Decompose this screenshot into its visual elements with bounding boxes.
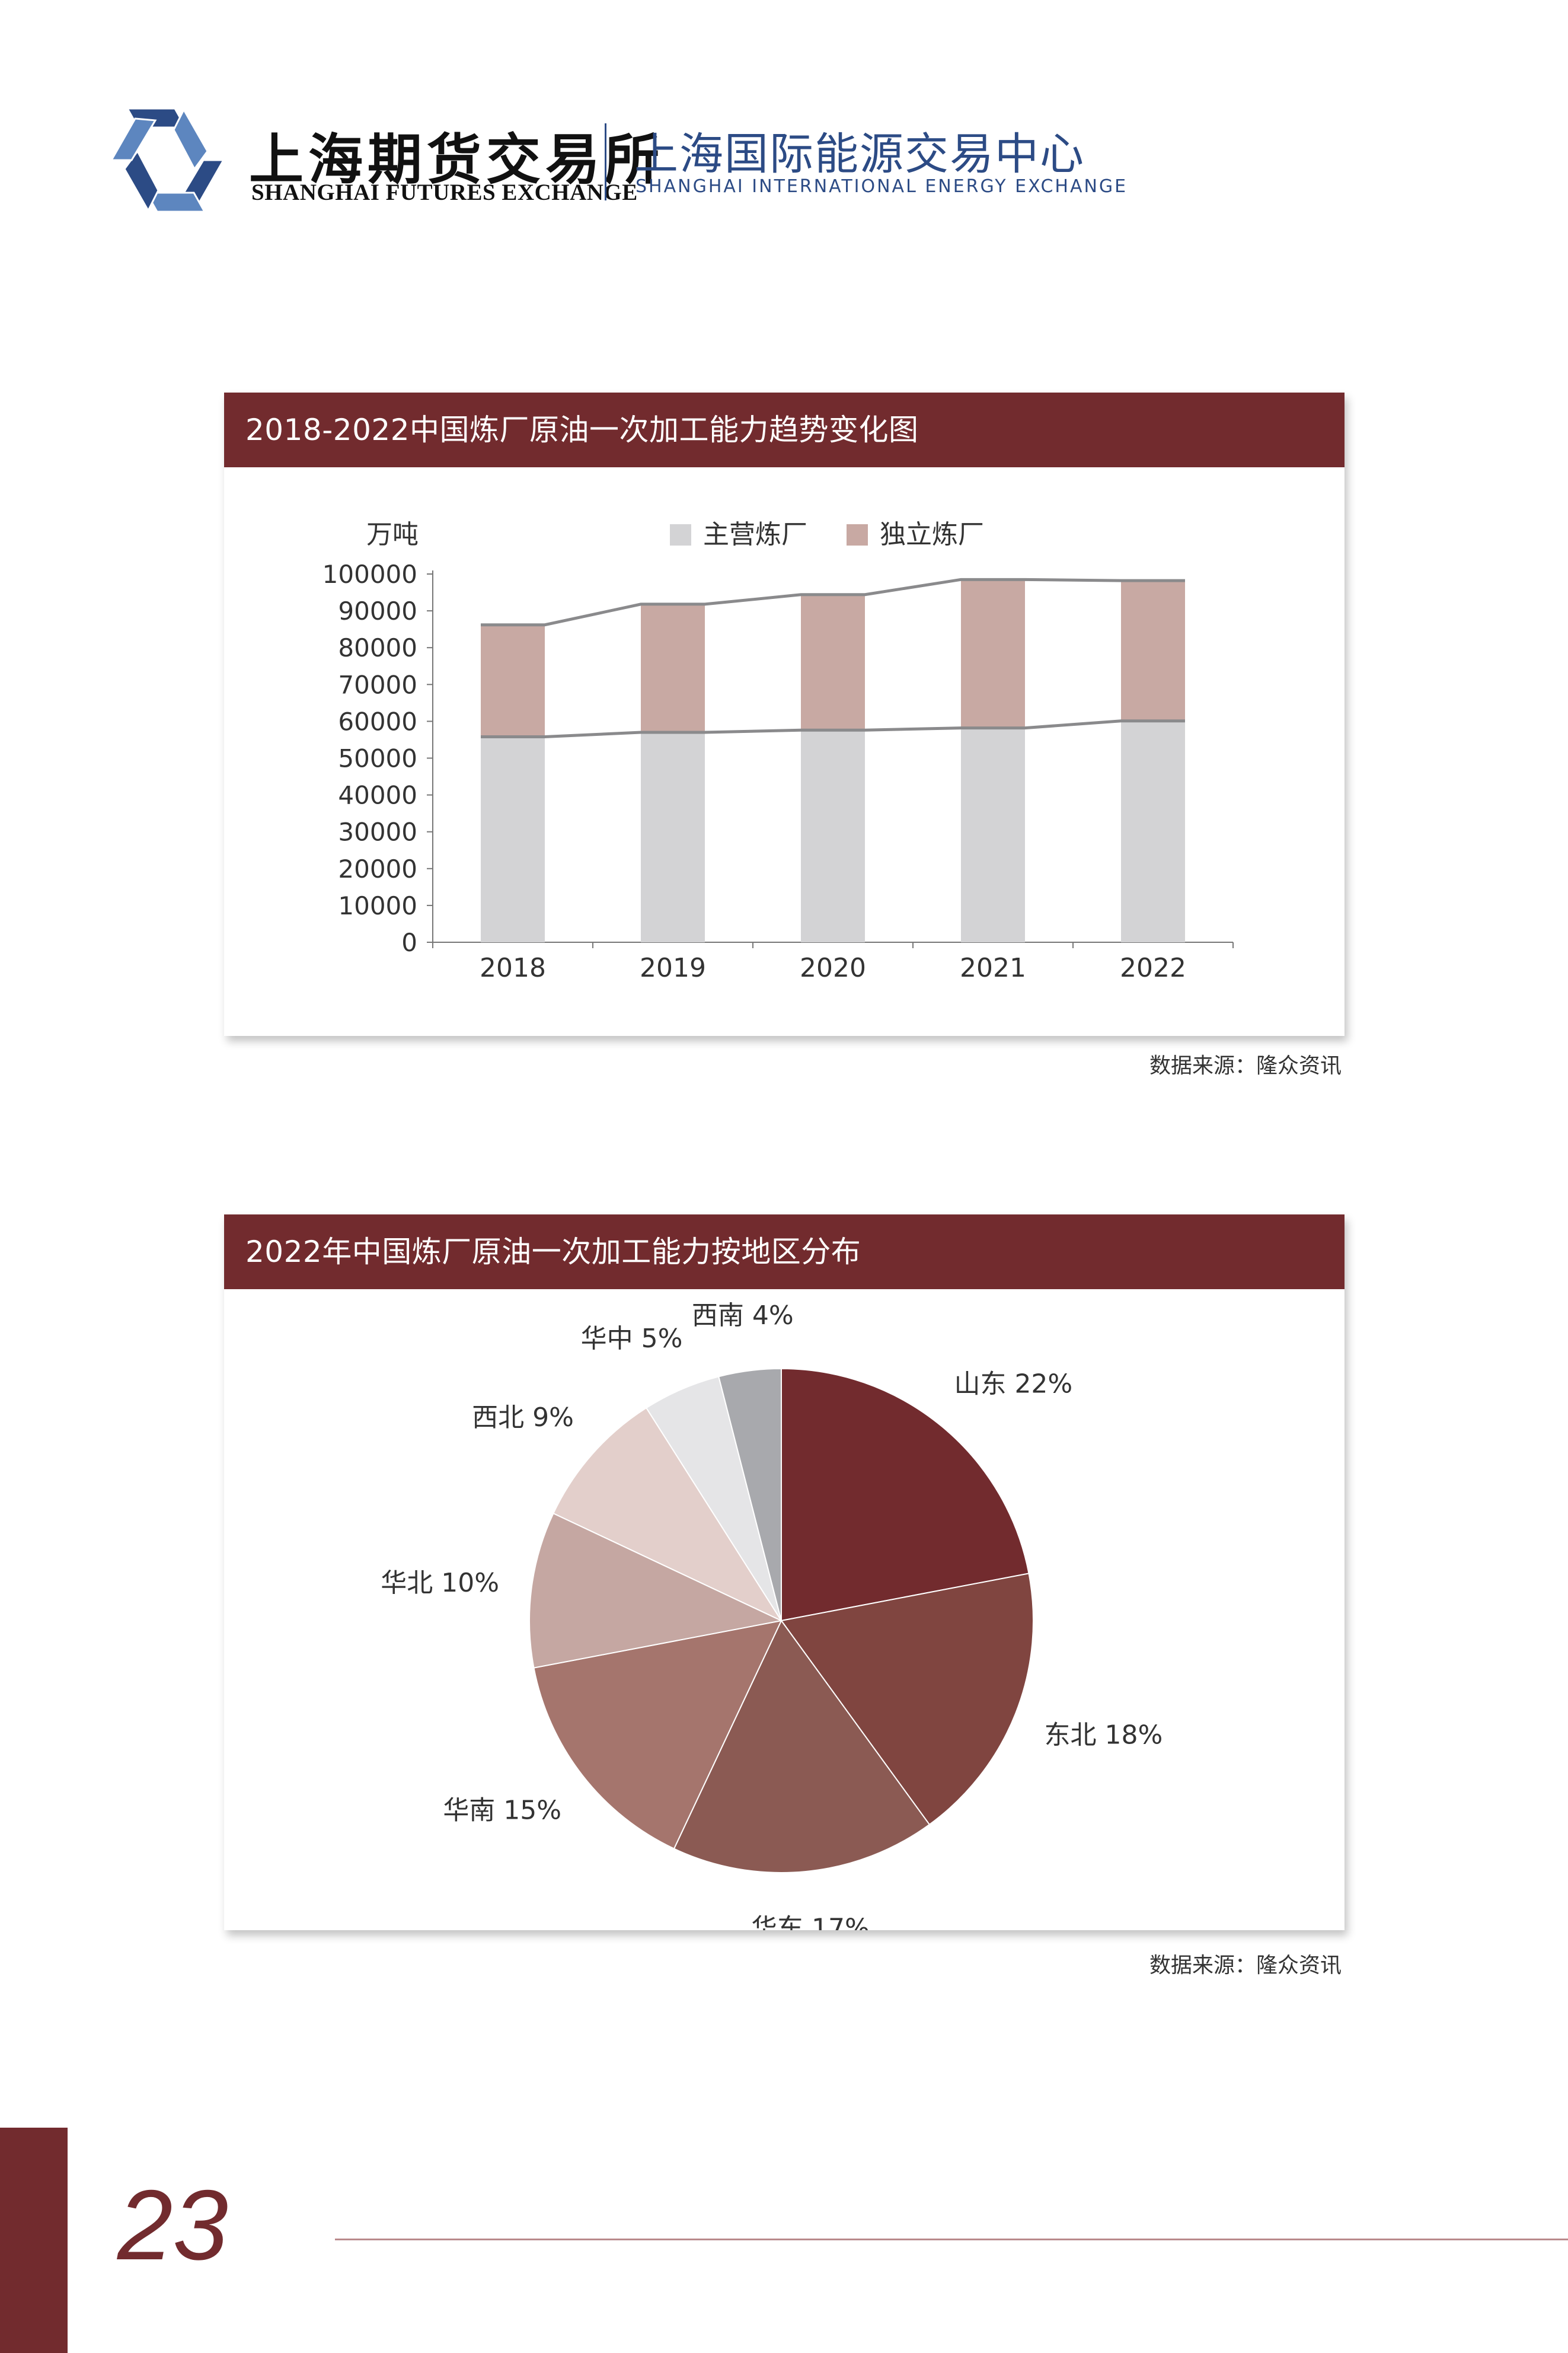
shfe-name-en: SHANGHAI FUTURES EXCHANGE xyxy=(251,180,638,205)
bar-independent-refinery xyxy=(961,579,1025,728)
legend-swatch xyxy=(847,524,868,546)
x-tick-label: 2020 xyxy=(800,953,866,983)
pie-slice xyxy=(553,1407,783,1622)
shfe-name-cn: 上海期货交易所 xyxy=(249,127,665,192)
pie-slice-label: 华南 15% xyxy=(443,1796,561,1826)
x-tick-label: 2022 xyxy=(1120,953,1186,983)
bar-chart-source: 数据来源：隆众资讯 xyxy=(1149,1054,1342,1078)
pie-slice-label: 华东 17% xyxy=(751,1914,870,1930)
bar-main-refinery xyxy=(1121,720,1185,942)
y-tick-label: 30000 xyxy=(338,818,417,847)
pie-slice xyxy=(781,1367,1030,1622)
legend-label: 主营炼厂 xyxy=(703,519,807,550)
pie-slice-label: 西北 9% xyxy=(472,1402,574,1433)
bar-main-refinery xyxy=(641,732,705,942)
pie-slice xyxy=(529,1512,784,1669)
pie-chart: 山东 22% 东北 18% 华东 17% 华南 15% 华北 10% 西北 9% 华中 5%… xyxy=(381,1300,1163,1930)
pie-chart-source: 数据来源：隆众资讯 xyxy=(1149,1953,1342,1978)
x-tick-label: 2021 xyxy=(960,953,1026,983)
bar-independent-refinery xyxy=(641,604,705,733)
y-tick-label: 0 xyxy=(401,928,417,957)
bar-independent-refinery xyxy=(481,624,545,737)
y-tick-label: 60000 xyxy=(338,707,417,736)
y-tick-label: 70000 xyxy=(338,670,417,699)
series-connector-line xyxy=(481,578,1185,627)
y-tick-label: 100000 xyxy=(322,560,417,589)
pie-chart-card: 2022年中国炼厂原油一次加工能力按地区分布 山东 22% 东北 18% 华东 17… xyxy=(224,1214,1345,1930)
pie-slice-label: 东北 18% xyxy=(1044,1720,1163,1750)
y-tick-label: 80000 xyxy=(338,633,417,662)
pie-slice-label: 华中 5% xyxy=(581,1324,683,1354)
series-connector-line xyxy=(481,719,1185,738)
legend-swatch xyxy=(670,524,691,546)
bar-main-refinery xyxy=(801,730,865,942)
header-divider xyxy=(605,123,606,200)
pie-slice-label: 西南 4% xyxy=(692,1300,794,1331)
pie-slice-label: 华北 10% xyxy=(381,1568,499,1598)
bar-main-refinery xyxy=(961,728,1025,942)
y-axis-unit-label: 万吨 xyxy=(366,519,419,550)
pie-slice xyxy=(533,1619,783,1850)
y-tick-label: 40000 xyxy=(338,781,417,810)
pie-slice xyxy=(718,1367,782,1621)
y-tick-label: 20000 xyxy=(338,855,417,884)
hexagon-logo-icon xyxy=(110,107,225,213)
page-band xyxy=(0,2128,68,2353)
y-tick-label: 90000 xyxy=(338,597,417,626)
bar-main-refinery xyxy=(481,736,545,942)
pie-slice-label: 山东 22% xyxy=(954,1369,1072,1399)
bar-independent-refinery xyxy=(801,594,865,731)
y-tick-label: 10000 xyxy=(338,891,417,920)
bar-chart-card: 2018-2022中国炼厂原油一次加工能力趋势变化图 万吨 主营炼厂 独立炼厂 0 10… xyxy=(224,393,1345,1036)
pie-slice xyxy=(673,1619,931,1873)
x-tick-label: 2018 xyxy=(480,953,546,983)
stacked-bar-chart: 万吨 主营炼厂 独立炼厂 0 10000 20000 30000 40000 50000 6000… xyxy=(322,519,1234,983)
y-tick-label: 50000 xyxy=(338,744,417,773)
page-number: 23 xyxy=(117,2169,228,2281)
bar-chart-title: 2018-2022中国炼厂原油一次加工能力趋势变化图 xyxy=(224,393,1345,467)
ine-name-cn: 上海国际能源交易中心 xyxy=(634,129,1085,180)
legend-label: 独立炼厂 xyxy=(880,519,984,550)
ine-name-en: SHANGHAI INTERNATIONAL ENERGY EXCHANGE xyxy=(635,176,1128,197)
pie-chart-title: 2022年中国炼厂原油一次加工能力按地区分布 xyxy=(224,1214,1345,1289)
x-tick-label: 2019 xyxy=(640,953,706,983)
bar-independent-refinery xyxy=(1121,581,1185,721)
pie-slice xyxy=(780,1573,1034,1826)
footer-divider xyxy=(335,2239,1568,2240)
